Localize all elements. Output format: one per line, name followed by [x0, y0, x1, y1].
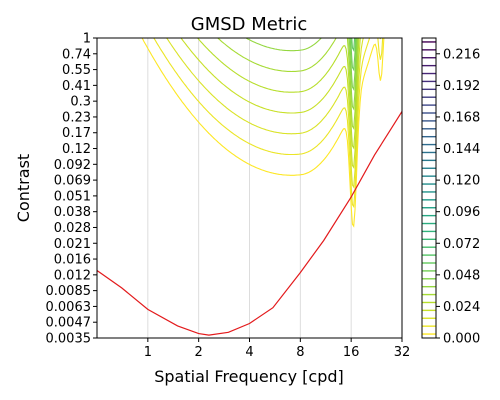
- contour-line: [350, 38, 357, 72]
- x-axis-label: Spatial Frequency [cpd]: [154, 367, 344, 386]
- colorbar-tick-label: 0.096: [443, 205, 480, 220]
- y-tick-label: 0.74: [62, 47, 91, 62]
- colorbar-tick-label: 0.024: [443, 300, 480, 315]
- contour-line: [141, 38, 385, 228]
- threshold-series: [97, 111, 402, 336]
- colorbar: 0.000 0.024 0.048 0.072 0.096 0.120 0.144 0.168…: [421, 37, 480, 347]
- y-tick-label: 0.028: [54, 221, 91, 236]
- contour-line: [216, 38, 359, 131]
- x-tick-label: 32: [394, 345, 411, 360]
- y-tick-label: 0.051: [54, 189, 91, 204]
- y-tick-label: 0.0047: [46, 316, 92, 331]
- colorbar-tick-label: 0.144: [443, 142, 480, 157]
- colorbar-tick-label: 0.000: [443, 332, 480, 347]
- y-tick-label: 0.069: [54, 174, 91, 189]
- contour-line: [97, 0, 402, 11]
- y-tick-label: 0.021: [54, 237, 91, 252]
- x-tick-label: 1: [144, 345, 152, 360]
- x-axis-ticks: 1 2 4 8 16 32: [144, 338, 411, 360]
- threshold-line: [97, 111, 402, 336]
- contour-line: [166, 38, 382, 189]
- contour-line: [244, 38, 358, 111]
- chart-title: GMSD Metric: [191, 14, 307, 35]
- x-tick-label: 16: [343, 345, 360, 360]
- vertical-grid: [147, 38, 352, 338]
- y-tick-label: 0.0063: [46, 300, 92, 315]
- y-tick-label: 0.092: [54, 158, 91, 173]
- contour-lines: [97, 0, 402, 228]
- y-tick-label: 0.0035: [46, 332, 92, 347]
- y-axis-label: Contrast: [14, 154, 33, 222]
- colorbar-frame: [421, 37, 437, 339]
- y-tick-label: 0.3: [70, 95, 91, 110]
- contour-line: [153, 38, 384, 209]
- colorbar-tick-label: 0.216: [443, 47, 480, 62]
- y-tick-label: 0.0085: [46, 284, 92, 299]
- colorbar-tick-label: 0.048: [443, 268, 480, 283]
- y-tick-label: 0.41: [62, 79, 91, 94]
- colorbar-tick-label: 0.072: [443, 237, 480, 252]
- y-tick-label: 1: [83, 32, 91, 47]
- contour-line: [349, 38, 357, 91]
- y-tick-label: 0.012: [54, 268, 91, 283]
- x-tick-label: 2: [195, 345, 203, 360]
- x-tick-label: 8: [296, 345, 304, 360]
- y-tick-label: 0.016: [54, 253, 91, 268]
- y-axis-ticks: 10.740.550.410.30.230.170.120.0920.0690.…: [46, 32, 97, 347]
- y-tick-label: 0.17: [62, 126, 91, 141]
- colorbar-tick-label: 0.192: [443, 79, 480, 94]
- y-tick-label: 0.55: [62, 63, 91, 78]
- contour-line: [196, 38, 360, 150]
- colorbar-tick-label: 0.120: [443, 174, 480, 189]
- y-tick-label: 0.23: [62, 110, 91, 125]
- x-tick-label: 4: [245, 345, 253, 360]
- y-tick-label: 0.12: [62, 142, 91, 157]
- y-tick-label: 0.038: [54, 205, 91, 220]
- colorbar-tick-label: 0.168: [443, 110, 480, 125]
- contour-line: [180, 38, 361, 170]
